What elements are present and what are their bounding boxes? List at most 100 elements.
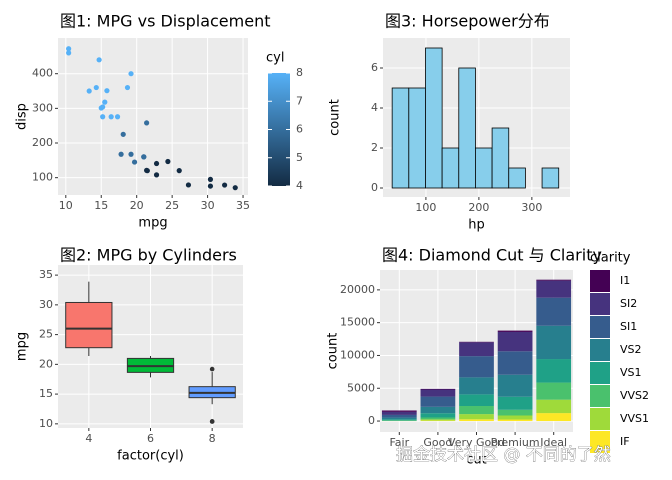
point (222, 182, 228, 188)
bar-segment (381, 417, 417, 420)
legend-label: I1 (620, 274, 630, 287)
y-tick-label: 300 (32, 101, 53, 114)
bar (391, 87, 410, 189)
y-tick-label: 100 (32, 171, 53, 184)
bar-segment (381, 414, 417, 418)
bar-segment (459, 342, 494, 357)
x-tick-label: Ideal (540, 436, 567, 449)
x-tick-label: 8 (209, 432, 216, 445)
y-tick-label: 20 (39, 357, 53, 370)
legend-key (590, 316, 610, 338)
legend-title: cyl (266, 51, 284, 66)
bar-segment (536, 413, 572, 422)
x-tick-label: 4 (85, 432, 92, 445)
colorbar (268, 73, 290, 186)
bar (541, 167, 560, 189)
legend-label: 8 (296, 66, 303, 79)
x-tick-label: 30 (201, 199, 215, 212)
bar-segment (536, 280, 572, 298)
bar-segment (536, 279, 572, 281)
legend-key (590, 385, 610, 407)
y-tick-label: 5000 (347, 381, 375, 394)
point (120, 131, 126, 137)
point (104, 88, 110, 94)
bar-segment (381, 419, 417, 421)
bar-segment (459, 394, 494, 407)
chart-title: 图1: MPG vs Displacement (60, 12, 270, 31)
bar-segment (497, 409, 533, 416)
y-tick-label: 6 (371, 61, 378, 74)
legend-key (590, 293, 610, 315)
legend-label: VVS2 (620, 389, 649, 402)
bar-segment (497, 331, 533, 352)
bar-segment (459, 414, 494, 420)
point (141, 154, 147, 160)
x-tick-label: Fair (389, 436, 409, 449)
point (128, 71, 134, 77)
x-tick-label: Very Good (448, 436, 505, 449)
bar-segment (420, 413, 456, 418)
bar (508, 167, 526, 189)
point (86, 88, 92, 94)
bar-segment (459, 356, 494, 378)
point (124, 84, 131, 91)
bar-segment (497, 419, 533, 422)
x-tick-label: 300 (521, 201, 542, 214)
bar-segment (497, 374, 533, 397)
y-tick-label: 15000 (340, 316, 375, 329)
point (144, 167, 150, 173)
legend-label: 4 (296, 179, 303, 192)
bar (475, 147, 493, 189)
outlier (209, 419, 215, 424)
bar-segment (536, 325, 572, 360)
x-tick-label: 20 (130, 199, 144, 212)
chart-title: 图3: Horsepower分布 (385, 12, 550, 31)
chart-title: 图4: Diamond Cut 与 Clarity (382, 246, 602, 265)
chart-title: 图2: MPG by Cylinders (60, 246, 237, 265)
box (65, 301, 113, 349)
bar-segment (497, 330, 533, 332)
x-axis-title: factor(cyl) (117, 449, 184, 464)
y-tick-label: 25 (39, 328, 53, 341)
point (128, 151, 134, 157)
point (66, 50, 72, 56)
y-tick-label: 4 (371, 101, 378, 114)
legend-label: 5 (296, 151, 303, 164)
legend-label: IF (620, 435, 630, 448)
point (131, 159, 138, 165)
x-tick-label: 6 (147, 432, 154, 445)
legend-label: VVS1 (620, 412, 649, 425)
legend-label: VS1 (620, 366, 642, 379)
y-axis-title: mpg (15, 332, 30, 361)
y-tick-label: 400 (32, 67, 53, 80)
bar-segment (497, 351, 533, 375)
y-tick-label: 10 (39, 417, 53, 430)
panel-background (58, 38, 248, 195)
point (118, 151, 124, 157)
y-axis-title: disp (15, 103, 30, 130)
x-tick-label: 10 (59, 199, 73, 212)
outlier (209, 366, 215, 372)
legend-label: VS2 (620, 343, 642, 356)
x-tick-label: Premium (491, 436, 540, 449)
legend-key (590, 408, 610, 430)
legend-label: SI1 (620, 320, 637, 333)
point (232, 185, 238, 191)
x-tick-label: 35 (236, 199, 250, 212)
point (114, 114, 121, 120)
bar-segment (459, 341, 494, 343)
point (98, 105, 104, 111)
x-tick-label: 15 (94, 199, 108, 212)
bar (425, 47, 443, 189)
point (207, 176, 214, 182)
bar-segment (420, 419, 456, 421)
bar-segment (381, 410, 417, 412)
y-tick-label: 0 (371, 181, 378, 194)
legend-label: 7 (296, 94, 303, 107)
y-tick-label: 2 (371, 141, 378, 154)
point (144, 120, 150, 126)
point (207, 183, 214, 189)
bar-segment (536, 297, 572, 326)
y-tick-label: 20000 (340, 283, 375, 296)
